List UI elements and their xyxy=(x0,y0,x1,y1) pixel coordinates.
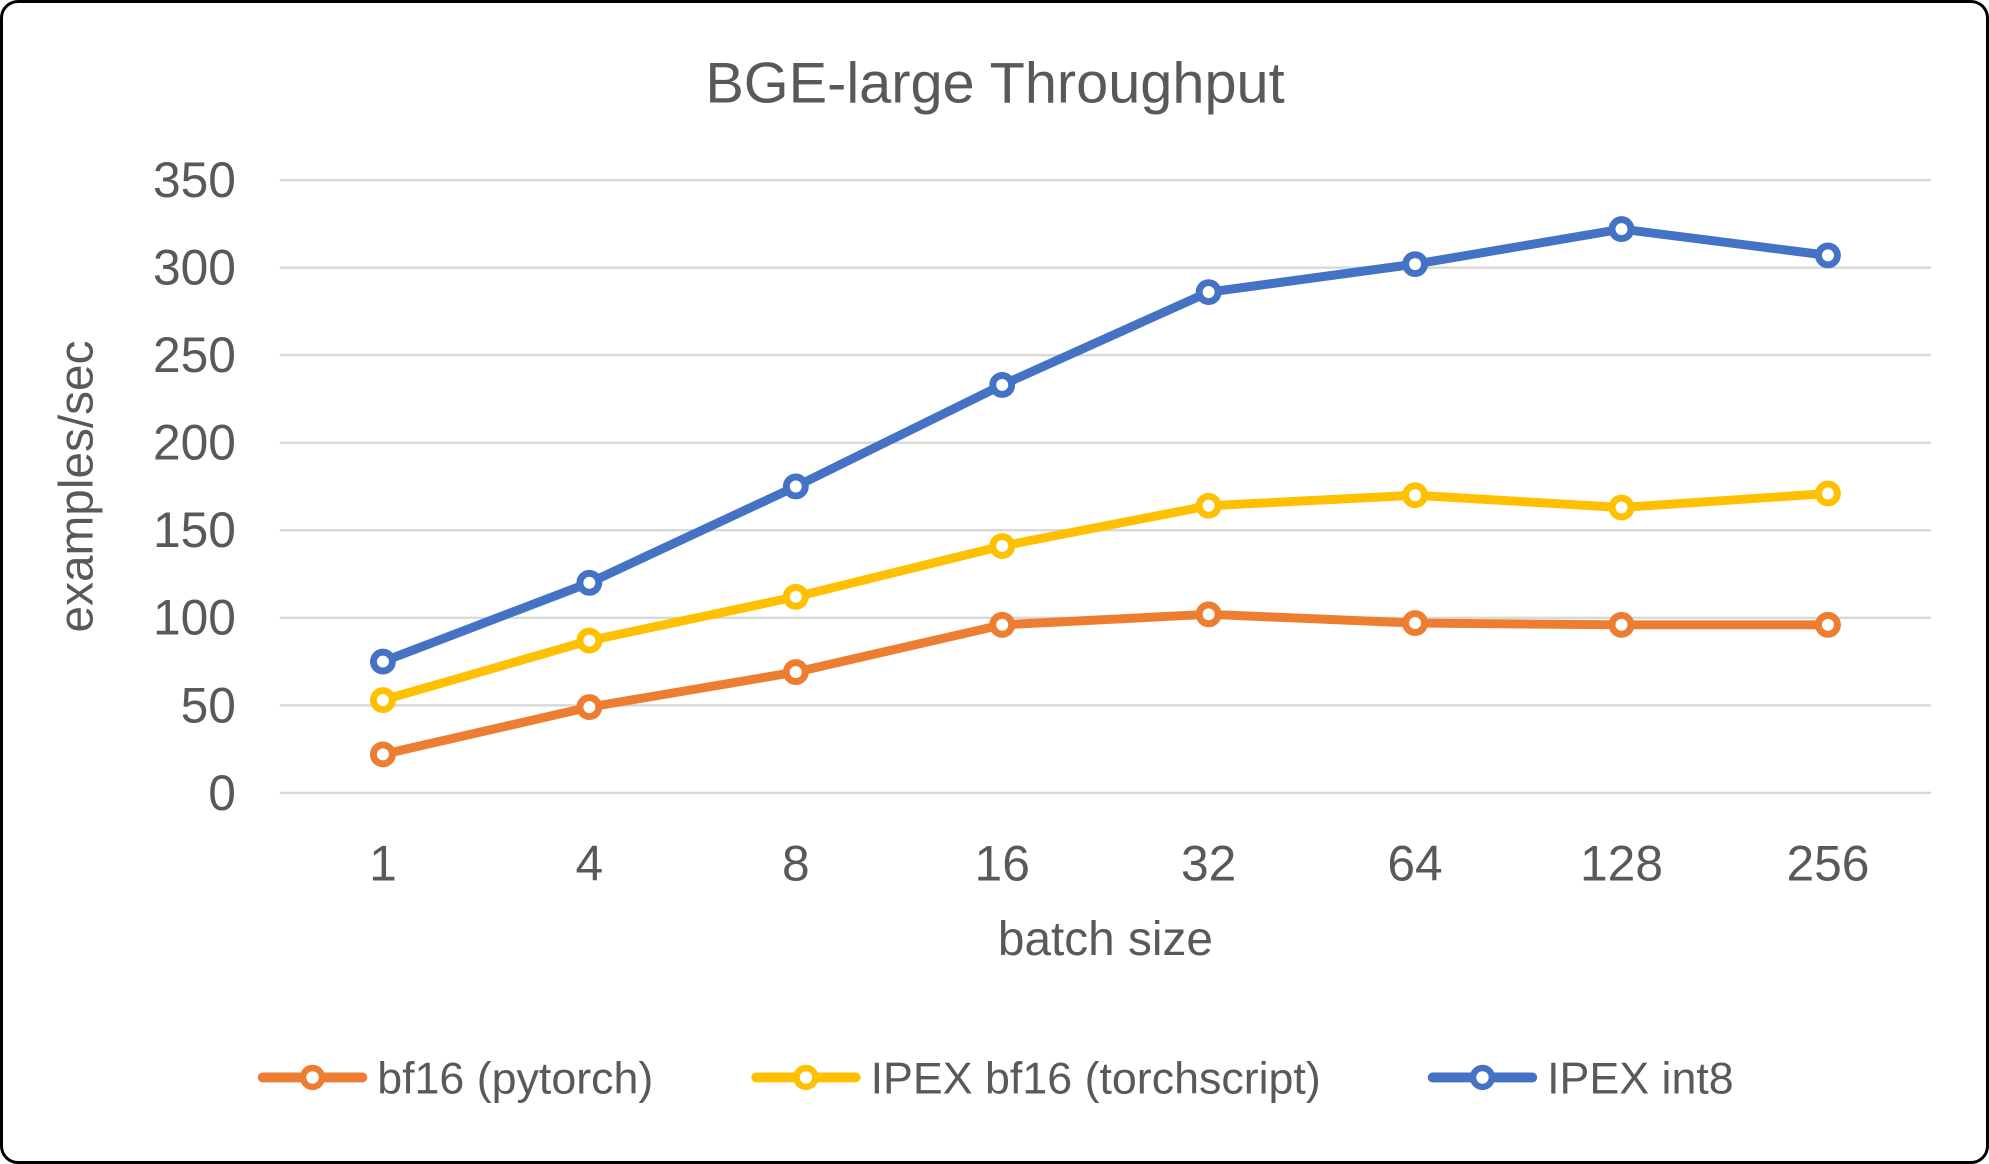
y-tick-label: 150 xyxy=(153,502,236,558)
x-axis-title: batch size xyxy=(998,913,1213,966)
y-axis-ticks: 0 50 100 150 200 250 300 350 xyxy=(153,152,236,821)
x-tick-label: 8 xyxy=(782,835,810,891)
data-point-marker xyxy=(1195,601,1222,628)
series-group xyxy=(369,216,1841,768)
legend-item: IPEX bf16 (torchscript) xyxy=(751,1053,1321,1103)
data-point-marker xyxy=(369,648,396,675)
data-point-marker xyxy=(989,372,1016,398)
legend-item: bf16 (pytorch) xyxy=(257,1053,653,1103)
data-point-marker xyxy=(576,627,603,654)
data-point-marker xyxy=(1608,216,1635,243)
x-tick-label: 256 xyxy=(1786,835,1869,891)
data-point-marker xyxy=(1402,251,1429,278)
legend: bf16 (pytorch) IPEX bf16 (torchscript) IPE… xyxy=(257,1053,1734,1103)
legend-label: IPEX bf16 (torchscript) xyxy=(871,1053,1321,1103)
data-point-marker xyxy=(1402,482,1429,509)
data-point-marker xyxy=(782,583,809,610)
data-point-marker xyxy=(369,687,396,714)
y-tick-label: 250 xyxy=(153,327,236,383)
data-point-marker xyxy=(1195,492,1222,519)
data-point-marker xyxy=(1608,611,1635,638)
legend-marker-icon xyxy=(1469,1064,1496,1091)
y-tick-label: 200 xyxy=(153,415,236,471)
y-tick-label: 300 xyxy=(153,240,236,296)
data-point-marker xyxy=(1402,610,1429,637)
y-axis-title: examples/sec xyxy=(51,341,104,633)
y-tick-label: 50 xyxy=(181,677,236,733)
data-point-marker xyxy=(1814,611,1841,638)
x-tick-label: 16 xyxy=(975,835,1030,891)
legend-item: IPEX int8 xyxy=(1427,1053,1734,1103)
legend-label: bf16 (pytorch) xyxy=(377,1053,653,1103)
y-tick-label: 350 xyxy=(153,152,236,208)
x-tick-label: 128 xyxy=(1580,835,1663,891)
y-tick-label: 0 xyxy=(208,765,236,821)
chart-title: BGE-large Throughput xyxy=(705,51,1284,115)
data-point-marker xyxy=(1814,242,1841,269)
series-line xyxy=(378,224,1833,667)
data-point-marker xyxy=(576,569,603,596)
data-point-marker xyxy=(1608,494,1635,521)
data-point-marker xyxy=(989,533,1016,559)
gridlines xyxy=(279,178,1932,795)
data-point-marker xyxy=(1814,480,1841,507)
data-point-marker xyxy=(576,694,603,721)
throughput-chart: 0 50 100 150 200 250 300 350 1 4 8 16 32 64 128 256 BG… xyxy=(51,51,1932,1103)
x-tick-label: 32 xyxy=(1181,835,1236,891)
legend-marker-icon xyxy=(299,1064,326,1091)
x-tick-label: 1 xyxy=(369,835,397,891)
x-axis-ticks: 1 4 8 16 32 64 128 256 xyxy=(369,835,1869,891)
legend-marker-icon xyxy=(793,1064,819,1091)
data-point-marker xyxy=(782,473,809,500)
y-tick-label: 100 xyxy=(153,590,236,646)
data-point-marker xyxy=(782,659,809,686)
x-tick-label: 64 xyxy=(1387,835,1442,891)
data-point-marker xyxy=(989,611,1016,638)
series-line xyxy=(378,609,1833,759)
legend-label: IPEX int8 xyxy=(1547,1053,1734,1103)
data-point-marker xyxy=(1195,279,1222,306)
x-tick-label: 4 xyxy=(576,835,604,891)
series-line xyxy=(378,489,1833,705)
data-point-marker xyxy=(369,741,396,768)
